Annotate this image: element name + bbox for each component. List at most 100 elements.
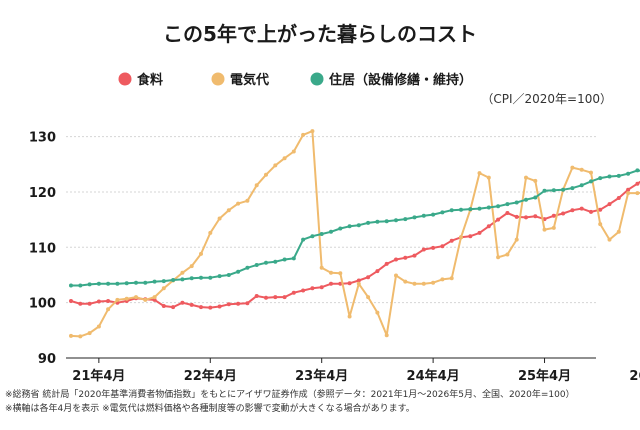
data-point	[514, 200, 519, 205]
data-point	[236, 269, 241, 274]
data-point	[607, 174, 612, 179]
data-point	[226, 208, 231, 213]
y-tick-label: 130	[29, 131, 56, 146]
data-point	[570, 165, 575, 170]
data-point	[273, 259, 278, 264]
data-point	[421, 281, 426, 286]
data-point	[245, 265, 250, 270]
data-point	[589, 170, 593, 175]
data-point	[96, 281, 101, 286]
x-tick-label: 24年4月	[407, 368, 460, 384]
data-point	[570, 186, 575, 191]
data-point	[533, 214, 538, 219]
legend-swatch	[118, 72, 132, 86]
data-point	[310, 286, 315, 291]
data-point	[524, 197, 528, 202]
data-point	[356, 281, 361, 286]
data-point	[496, 204, 501, 209]
data-point	[459, 207, 463, 212]
data-point	[254, 294, 259, 298]
data-point	[264, 295, 268, 300]
data-point	[384, 219, 389, 224]
data-point	[161, 286, 166, 291]
data-point	[171, 305, 176, 310]
data-point	[273, 295, 278, 300]
data-point	[69, 299, 73, 303]
data-point	[161, 304, 166, 308]
data-point	[394, 218, 398, 223]
data-point	[589, 179, 593, 184]
series-line-0	[70, 180, 640, 309]
data-point	[403, 255, 408, 260]
data-point	[514, 237, 519, 242]
data-point	[180, 270, 185, 275]
data-point	[421, 247, 426, 252]
data-point	[431, 280, 436, 285]
data-point	[69, 283, 73, 288]
data-point	[226, 273, 231, 277]
data-point	[96, 324, 101, 329]
data-point	[468, 207, 473, 212]
data-point	[171, 278, 176, 282]
data-point	[384, 333, 389, 338]
data-point	[431, 245, 436, 250]
data-point	[616, 196, 621, 200]
series-points-1	[69, 129, 640, 339]
data-point	[440, 277, 445, 282]
data-point	[338, 281, 343, 286]
data-point	[124, 296, 129, 301]
data-point	[570, 208, 575, 213]
data-point	[440, 210, 445, 215]
data-point	[189, 264, 194, 269]
x-tick-label: 23年4月	[295, 368, 348, 384]
data-point	[579, 206, 584, 211]
data-point	[607, 237, 612, 242]
data-point	[189, 302, 194, 307]
y-tick-label: 110	[29, 241, 56, 256]
data-point	[69, 333, 73, 338]
data-point	[561, 187, 566, 192]
legend-swatch	[211, 72, 225, 86]
data-point	[616, 229, 621, 234]
data-point	[421, 213, 426, 218]
data-point	[152, 295, 157, 300]
data-point	[96, 299, 101, 304]
data-point	[375, 310, 380, 315]
data-point	[394, 257, 398, 262]
data-point	[449, 238, 454, 243]
data-point	[180, 277, 185, 282]
data-point	[291, 290, 296, 295]
data-point	[189, 276, 194, 281]
data-point	[338, 271, 343, 276]
legend-swatch	[310, 72, 324, 86]
data-point	[264, 260, 268, 265]
x-tick-label: 22年4月	[184, 368, 237, 384]
data-point	[199, 251, 203, 256]
chart-title: この5年で上がった暮らしのコスト	[163, 22, 477, 46]
data-point	[375, 219, 380, 224]
data-point	[254, 183, 259, 188]
data-point	[366, 220, 371, 225]
data-point	[208, 230, 213, 235]
data-point	[356, 223, 361, 228]
series-points-0	[69, 181, 640, 310]
data-point	[329, 270, 333, 275]
data-point	[282, 257, 287, 262]
data-point	[106, 299, 111, 303]
data-point	[366, 295, 371, 300]
data-point	[412, 281, 417, 286]
data-point	[561, 211, 566, 216]
data-point	[329, 229, 333, 234]
data-point	[87, 331, 92, 336]
data-point	[152, 297, 157, 302]
x-tick-label: 26年4月	[629, 368, 640, 384]
data-point	[477, 206, 482, 211]
data-point	[412, 215, 417, 220]
axes	[66, 357, 596, 363]
data-point	[579, 167, 584, 172]
data-point	[477, 171, 482, 176]
data-point	[635, 168, 640, 173]
data-point	[505, 252, 510, 257]
data-point	[319, 285, 324, 290]
